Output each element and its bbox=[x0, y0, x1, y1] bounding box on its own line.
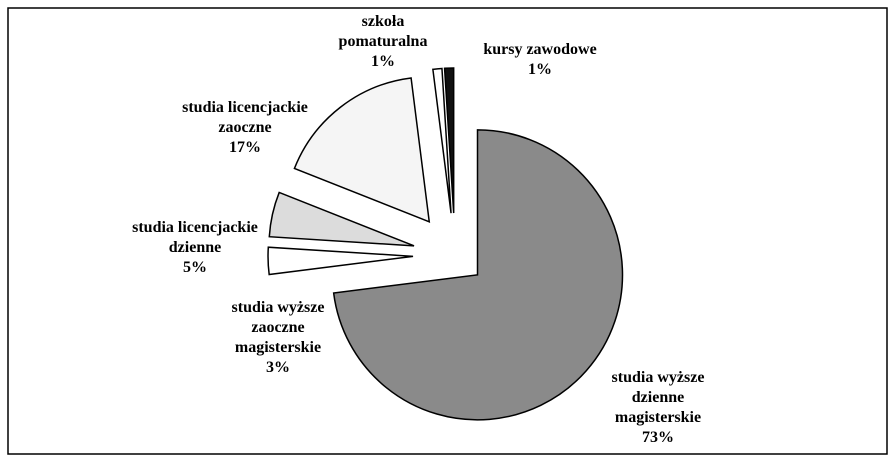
slice-label: studia licencjackie zaoczne bbox=[182, 99, 308, 136]
slice-label: szkoła pomaturalna bbox=[339, 13, 428, 50]
slice-label: studia wyższe zaoczne magisterskie bbox=[232, 299, 325, 356]
pie-slice bbox=[268, 191, 415, 247]
pie bbox=[267, 67, 624, 421]
pie-slice bbox=[293, 77, 431, 223]
slice-label: studia wyższe dzienne magisterskie bbox=[612, 369, 705, 426]
value-label: 3% bbox=[266, 359, 290, 376]
slice-label: kursy zawodowe bbox=[483, 41, 596, 58]
value-label: 17% bbox=[229, 139, 261, 156]
labels: studia wyższe dzienne magisterskie 73% studi… bbox=[132, 13, 704, 446]
value-label: 1% bbox=[528, 61, 552, 78]
pie-slice bbox=[443, 67, 455, 214]
pie-slice bbox=[432, 67, 452, 214]
pie-slice bbox=[267, 246, 414, 276]
pie-slice bbox=[332, 129, 624, 421]
value-label: 1% bbox=[371, 53, 395, 70]
value-label: 73% bbox=[642, 429, 674, 446]
value-label: 5% bbox=[183, 259, 207, 276]
slice-label: studia licencjackie dzienne bbox=[132, 219, 258, 256]
